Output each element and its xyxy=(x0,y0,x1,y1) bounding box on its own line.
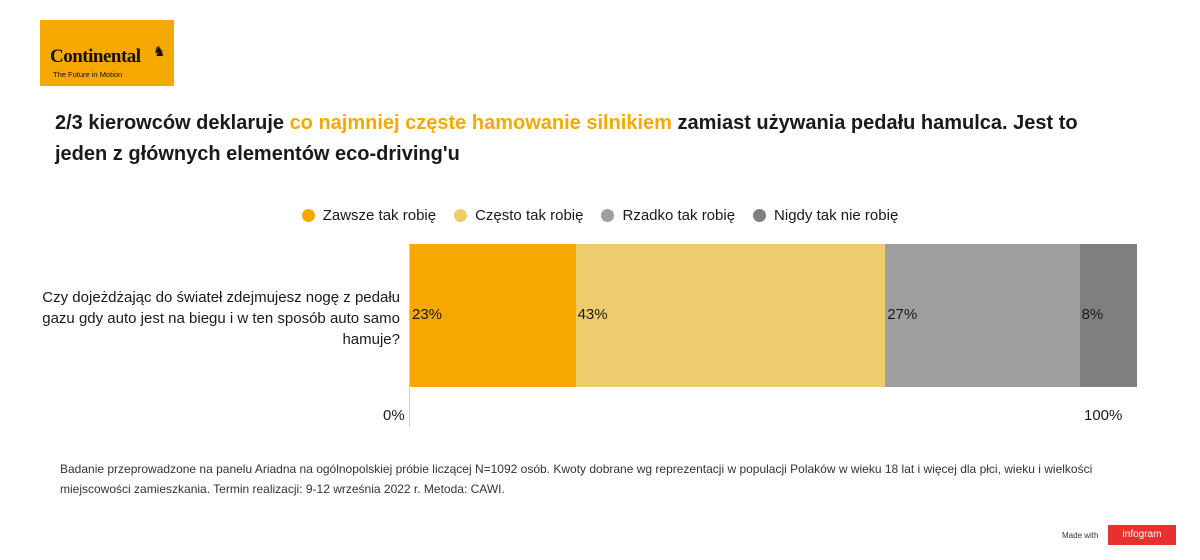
bar-segment-1[interactable] xyxy=(575,244,886,387)
bar-segment-2[interactable] xyxy=(885,244,1080,387)
legend-swatch-1 xyxy=(454,209,468,222)
chart-legend: Zawsze tak robię Często tak robię Rzadko t… xyxy=(0,207,1200,224)
category-label: Czy dojeżdżając do świateł zdejmujesz no… xyxy=(42,289,400,348)
bar-segment-3[interactable] xyxy=(1079,244,1138,387)
title-highlight: co najmniej częste hamowanie silnikiem xyxy=(289,112,672,134)
legend-swatch-3 xyxy=(753,209,767,222)
legend-label-1: Często tak robię xyxy=(475,207,584,224)
bar-value-label-3: 8% xyxy=(1081,306,1104,323)
bar-segment-0[interactable] xyxy=(410,244,576,387)
horse-icon: ♞ xyxy=(153,43,166,59)
continental-logo: Continental ♞ The Future in Motion xyxy=(40,20,174,86)
logo-tagline: The Future in Motion xyxy=(53,70,123,79)
logo-wordmark: Continental xyxy=(50,46,141,67)
bar-value-label-1: 43% xyxy=(577,306,608,323)
legend-item-3[interactable]: Nigdy tak nie robię xyxy=(753,207,898,224)
tick-label-0: 0% xyxy=(383,407,405,424)
infogram-badge[interactable]: infogram xyxy=(1108,525,1176,545)
legend-swatch-2 xyxy=(601,209,615,222)
legend-swatch-0 xyxy=(301,209,315,222)
title-part-1: 2/3 kierowców deklaruje xyxy=(55,112,290,134)
title-part-2: zamiast używania pedału hamulca. Jest to… xyxy=(55,112,1078,165)
made-with-text: Made with xyxy=(1062,531,1099,540)
legend-item-0[interactable]: Zawsze tak robię xyxy=(301,207,437,224)
bar-value-label-0: 23% xyxy=(412,306,443,323)
bar-value-label-2: 27% xyxy=(887,306,918,323)
legend-item-1[interactable]: Często tak robię xyxy=(454,207,583,224)
methodology-note: Badanie przeprowadzone na panelu Ariadna… xyxy=(60,462,1093,496)
legend-label-2: Rzadko tak robię xyxy=(622,207,736,224)
axis-zero-line xyxy=(409,243,410,427)
tick-label-100: 100% xyxy=(1084,407,1123,424)
legend-label-3: Nigdy tak nie robię xyxy=(774,207,899,224)
legend-item-2[interactable]: Rzadko tak robię xyxy=(601,207,735,224)
legend-label-0: Zawsze tak robię xyxy=(322,207,437,224)
chart-title: 2/3 kierowców deklaruje co najmniej częs… xyxy=(55,108,1135,170)
